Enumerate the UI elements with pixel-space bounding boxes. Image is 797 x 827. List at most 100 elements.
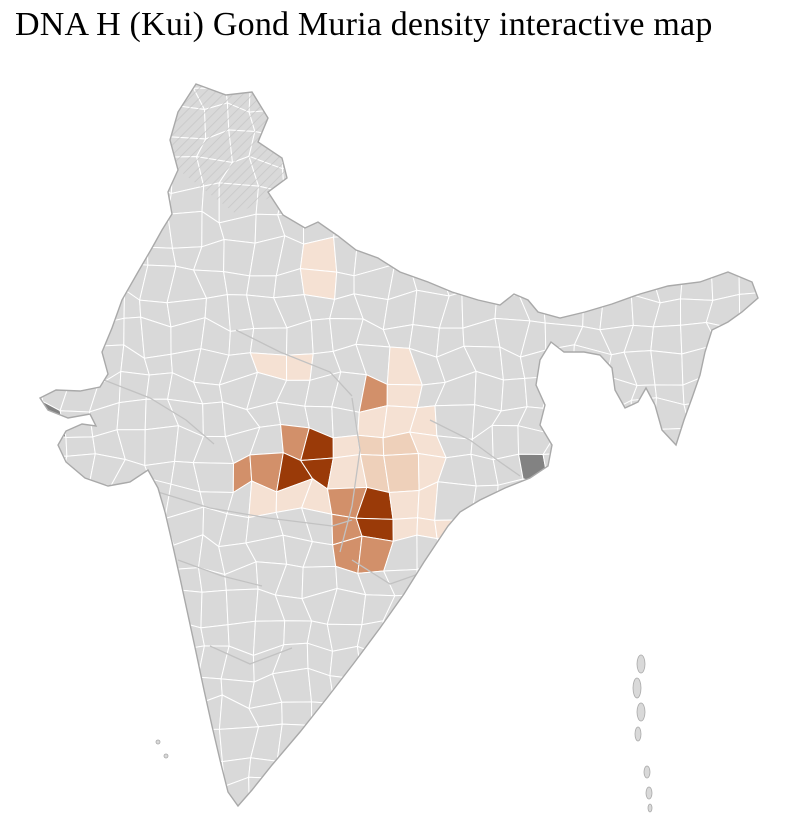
district[interactable] xyxy=(353,47,389,88)
district[interactable] xyxy=(762,615,787,654)
district[interactable] xyxy=(678,510,717,541)
district[interactable] xyxy=(57,673,96,707)
district[interactable] xyxy=(767,701,797,731)
district[interactable] xyxy=(759,74,788,110)
district[interactable] xyxy=(460,261,499,299)
district[interactable] xyxy=(171,48,206,90)
district[interactable] xyxy=(732,539,767,575)
district[interactable] xyxy=(464,531,503,574)
district[interactable] xyxy=(607,479,629,512)
district[interactable] xyxy=(658,750,693,779)
district[interactable] xyxy=(36,428,68,457)
district[interactable] xyxy=(146,544,175,571)
district[interactable] xyxy=(445,162,471,194)
district[interactable] xyxy=(599,588,633,623)
district[interactable] xyxy=(521,752,558,782)
district[interactable] xyxy=(542,136,581,169)
district[interactable] xyxy=(30,776,67,815)
district[interactable] xyxy=(31,207,68,251)
district[interactable] xyxy=(524,242,557,265)
district[interactable] xyxy=(446,725,477,760)
district[interactable] xyxy=(624,509,663,547)
district[interactable] xyxy=(491,620,532,654)
district[interactable] xyxy=(9,400,44,431)
district[interactable] xyxy=(517,510,558,545)
district[interactable] xyxy=(139,588,170,628)
district[interactable] xyxy=(89,480,123,520)
district[interactable] xyxy=(222,270,251,296)
district[interactable] xyxy=(682,427,720,467)
district[interactable] xyxy=(409,130,450,164)
district[interactable] xyxy=(492,49,521,88)
district[interactable] xyxy=(385,74,422,114)
district[interactable] xyxy=(706,813,742,827)
district[interactable] xyxy=(366,166,388,193)
district[interactable] xyxy=(572,483,611,519)
district[interactable] xyxy=(9,453,43,485)
district[interactable] xyxy=(523,777,558,812)
district[interactable] xyxy=(121,699,144,737)
district[interactable] xyxy=(443,699,466,732)
district[interactable] xyxy=(541,726,582,760)
district[interactable] xyxy=(576,671,605,706)
district[interactable] xyxy=(653,427,691,460)
district[interactable] xyxy=(683,246,712,266)
district[interactable] xyxy=(636,163,661,190)
district[interactable] xyxy=(788,103,797,140)
district[interactable] xyxy=(192,462,235,494)
district[interactable] xyxy=(202,401,226,438)
district[interactable] xyxy=(333,215,365,238)
district[interactable] xyxy=(63,724,98,760)
district[interactable] xyxy=(434,668,469,706)
district[interactable] xyxy=(759,506,797,540)
district[interactable] xyxy=(407,696,448,730)
district[interactable] xyxy=(759,460,796,492)
district[interactable] xyxy=(580,758,608,785)
district[interactable] xyxy=(792,407,797,438)
district[interactable] xyxy=(327,47,361,89)
district[interactable] xyxy=(786,50,797,81)
district[interactable] xyxy=(496,262,526,299)
district[interactable] xyxy=(117,542,148,571)
district[interactable] xyxy=(440,240,475,276)
district[interactable] xyxy=(463,110,505,139)
district[interactable] xyxy=(570,617,611,653)
district[interactable] xyxy=(768,751,797,785)
district[interactable] xyxy=(766,648,796,678)
district[interactable] xyxy=(56,595,91,625)
district[interactable] xyxy=(469,180,502,219)
district[interactable] xyxy=(550,78,582,115)
district[interactable] xyxy=(142,730,178,751)
district[interactable] xyxy=(437,805,464,827)
district[interactable] xyxy=(768,783,797,811)
district[interactable] xyxy=(141,104,172,143)
district[interactable] xyxy=(603,726,638,763)
district[interactable] xyxy=(759,240,797,269)
district[interactable] xyxy=(117,154,151,193)
island[interactable] xyxy=(155,739,161,745)
district[interactable] xyxy=(762,50,786,86)
district[interactable] xyxy=(707,84,742,111)
district[interactable] xyxy=(550,240,578,269)
district[interactable] xyxy=(302,134,330,162)
district[interactable] xyxy=(488,510,525,545)
district[interactable] xyxy=(766,292,797,326)
district[interactable] xyxy=(442,598,477,618)
district[interactable] xyxy=(703,108,742,138)
district[interactable] xyxy=(33,297,70,326)
district[interactable] xyxy=(521,725,556,760)
district[interactable] xyxy=(444,616,476,657)
district[interactable] xyxy=(603,648,637,681)
district[interactable] xyxy=(524,209,557,245)
district[interactable] xyxy=(7,244,43,267)
district[interactable] xyxy=(56,613,99,657)
district[interactable] xyxy=(733,565,770,603)
district[interactable] xyxy=(434,481,477,521)
district[interactable] xyxy=(767,434,796,462)
district[interactable] xyxy=(573,184,603,223)
district[interactable] xyxy=(110,568,153,598)
district[interactable] xyxy=(418,647,447,682)
district[interactable] xyxy=(84,52,123,82)
district[interactable] xyxy=(705,213,742,248)
district[interactable] xyxy=(628,107,657,137)
